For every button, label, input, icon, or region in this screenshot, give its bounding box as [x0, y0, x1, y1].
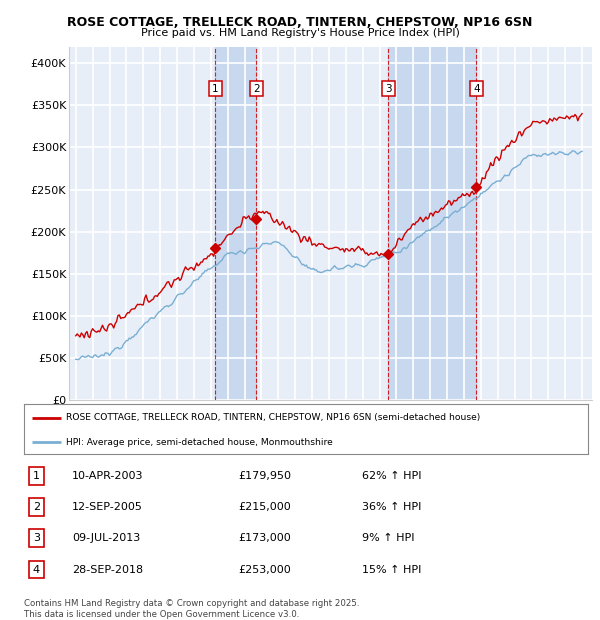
Text: Contains HM Land Registry data © Crown copyright and database right 2025.
This d: Contains HM Land Registry data © Crown c…	[24, 600, 359, 619]
Text: £253,000: £253,000	[238, 565, 291, 575]
Text: £215,000: £215,000	[238, 502, 291, 512]
Text: Price paid vs. HM Land Registry's House Price Index (HPI): Price paid vs. HM Land Registry's House …	[140, 28, 460, 38]
Text: 12-SEP-2005: 12-SEP-2005	[72, 502, 143, 512]
Text: ROSE COTTAGE, TRELLECK ROAD, TINTERN, CHEPSTOW, NP16 6SN (semi-detached house): ROSE COTTAGE, TRELLECK ROAD, TINTERN, CH…	[66, 413, 481, 422]
Text: 2: 2	[33, 502, 40, 512]
Bar	[388, 46, 476, 400]
Text: 1: 1	[33, 471, 40, 481]
Text: HPI: Average price, semi-detached house, Monmouthshire: HPI: Average price, semi-detached house,…	[66, 438, 333, 447]
Text: 1: 1	[212, 84, 218, 94]
Text: £173,000: £173,000	[238, 533, 291, 543]
Text: 28-SEP-2018: 28-SEP-2018	[72, 565, 143, 575]
Text: 62% ↑ HPI: 62% ↑ HPI	[362, 471, 422, 481]
Text: 4: 4	[33, 565, 40, 575]
Text: £179,950: £179,950	[238, 471, 292, 481]
Text: 10-APR-2003: 10-APR-2003	[72, 471, 143, 481]
Text: ROSE COTTAGE, TRELLECK ROAD, TINTERN, CHEPSTOW, NP16 6SN: ROSE COTTAGE, TRELLECK ROAD, TINTERN, CH…	[67, 16, 533, 29]
Text: 4: 4	[473, 84, 480, 94]
Text: 3: 3	[33, 533, 40, 543]
Text: 15% ↑ HPI: 15% ↑ HPI	[362, 565, 422, 575]
Text: 3: 3	[385, 84, 392, 94]
Text: 36% ↑ HPI: 36% ↑ HPI	[362, 502, 422, 512]
Text: 9% ↑ HPI: 9% ↑ HPI	[362, 533, 415, 543]
Bar	[215, 46, 256, 400]
Text: 09-JUL-2013: 09-JUL-2013	[72, 533, 140, 543]
Text: 2: 2	[253, 84, 260, 94]
